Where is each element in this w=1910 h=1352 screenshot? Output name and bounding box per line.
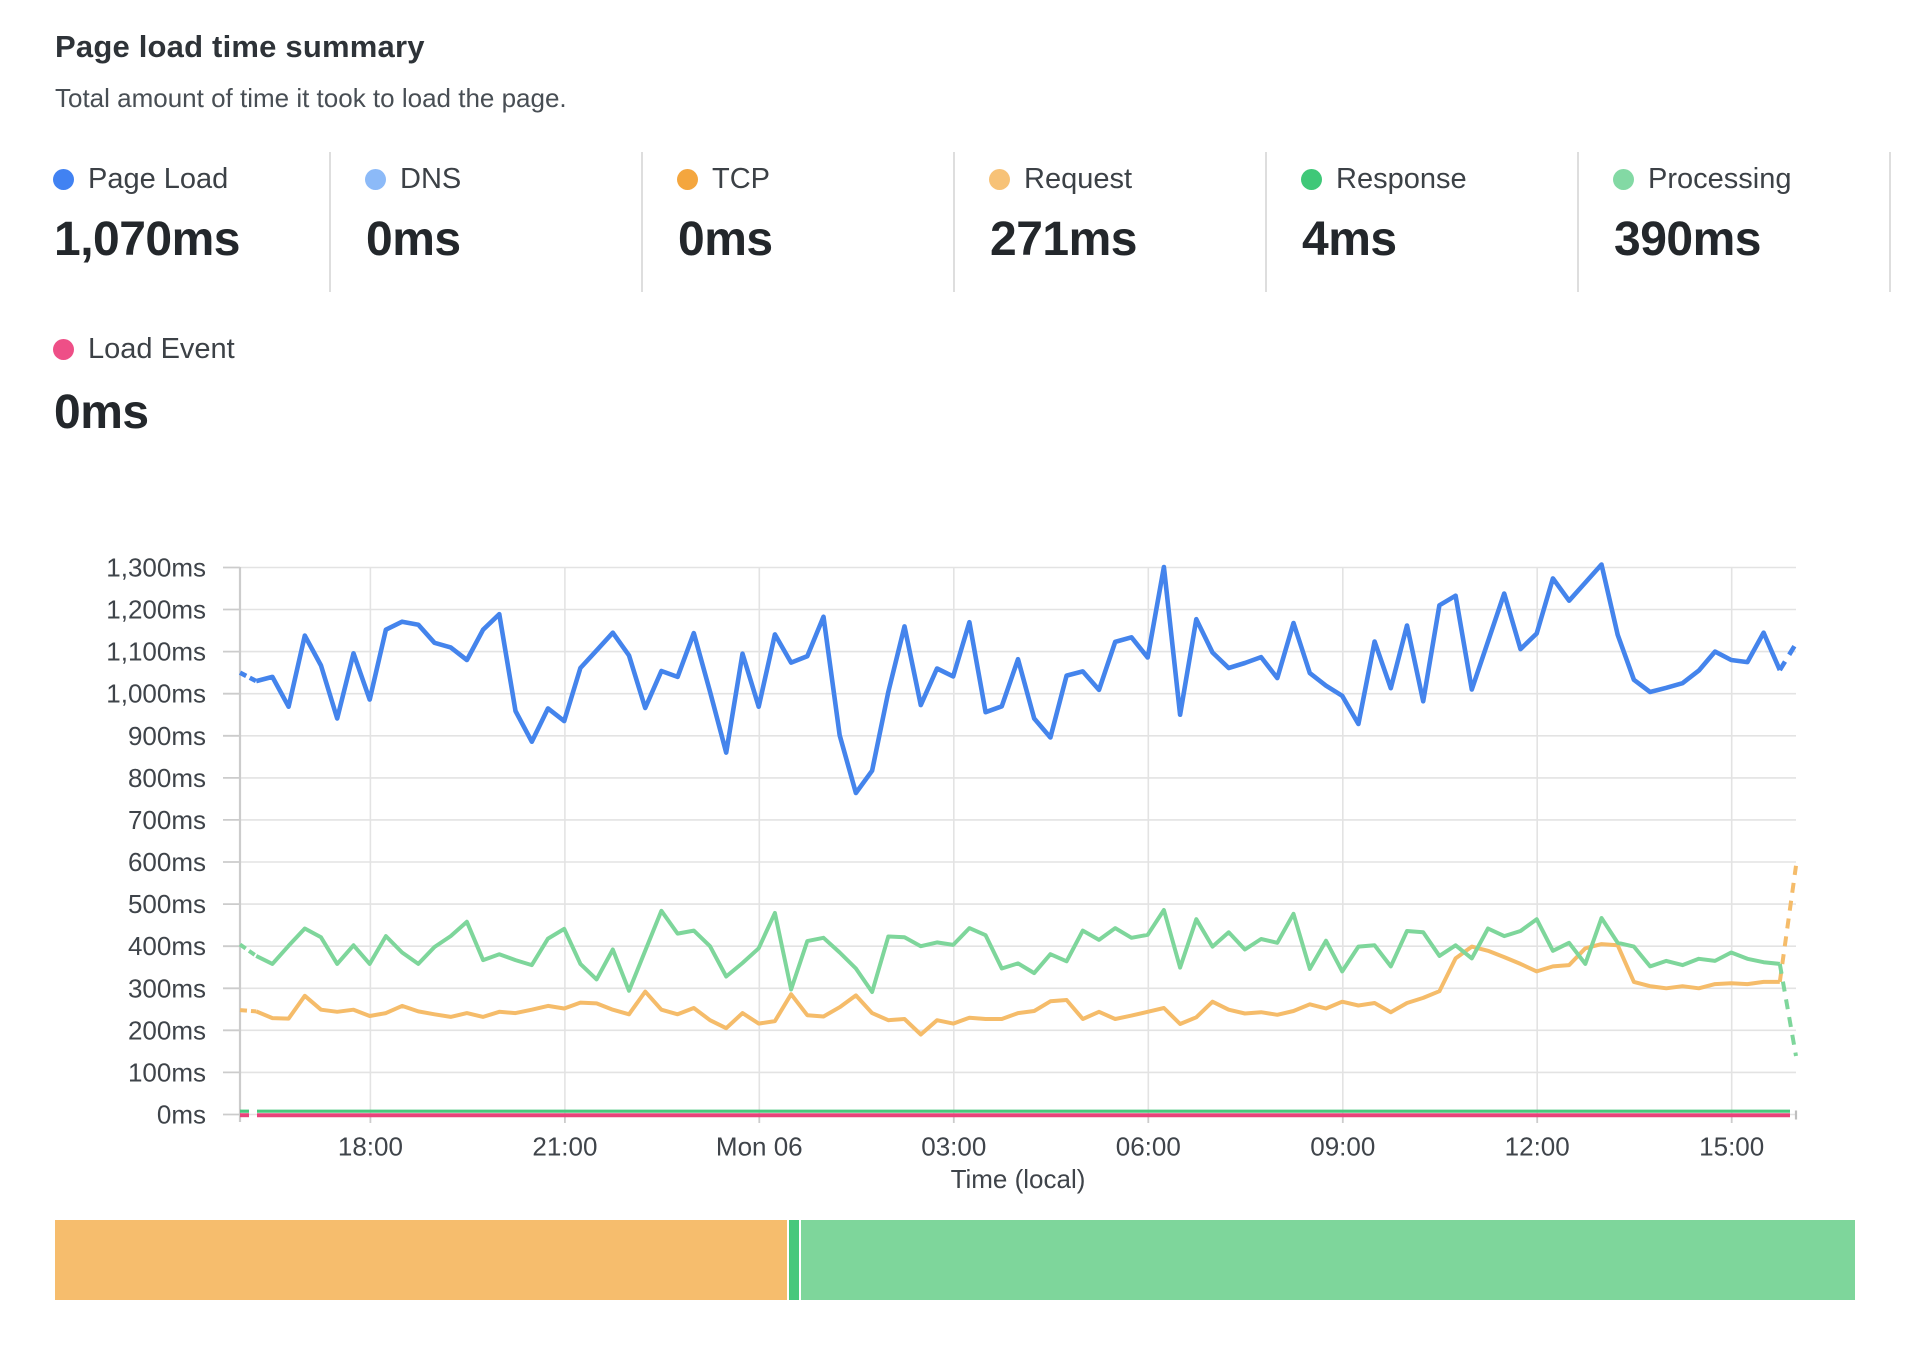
svg-text:800ms: 800ms <box>128 763 206 793</box>
svg-text:300ms: 300ms <box>128 973 206 1003</box>
svg-text:600ms: 600ms <box>128 847 206 877</box>
svg-text:18:00: 18:00 <box>338 1132 403 1162</box>
svg-text:400ms: 400ms <box>128 931 206 961</box>
svg-text:06:00: 06:00 <box>1116 1132 1181 1162</box>
svg-text:1,000ms: 1,000ms <box>106 679 206 709</box>
svg-text:Mon 06: Mon 06 <box>716 1132 803 1162</box>
svg-text:500ms: 500ms <box>128 889 206 919</box>
svg-text:900ms: 900ms <box>128 721 206 751</box>
svg-text:12:00: 12:00 <box>1505 1132 1570 1162</box>
svg-text:21:00: 21:00 <box>532 1132 597 1162</box>
svg-text:03:00: 03:00 <box>921 1132 986 1162</box>
svg-text:Time (local): Time (local) <box>951 1164 1086 1194</box>
svg-text:15:00: 15:00 <box>1699 1132 1764 1162</box>
svg-text:1,200ms: 1,200ms <box>106 595 206 625</box>
svg-text:100ms: 100ms <box>128 1057 206 1087</box>
svg-text:200ms: 200ms <box>128 1015 206 1045</box>
svg-text:1,100ms: 1,100ms <box>106 637 206 667</box>
svg-text:0ms: 0ms <box>157 1100 206 1130</box>
svg-text:1,300ms: 1,300ms <box>106 553 206 583</box>
svg-text:700ms: 700ms <box>128 805 206 835</box>
svg-text:09:00: 09:00 <box>1310 1132 1375 1162</box>
